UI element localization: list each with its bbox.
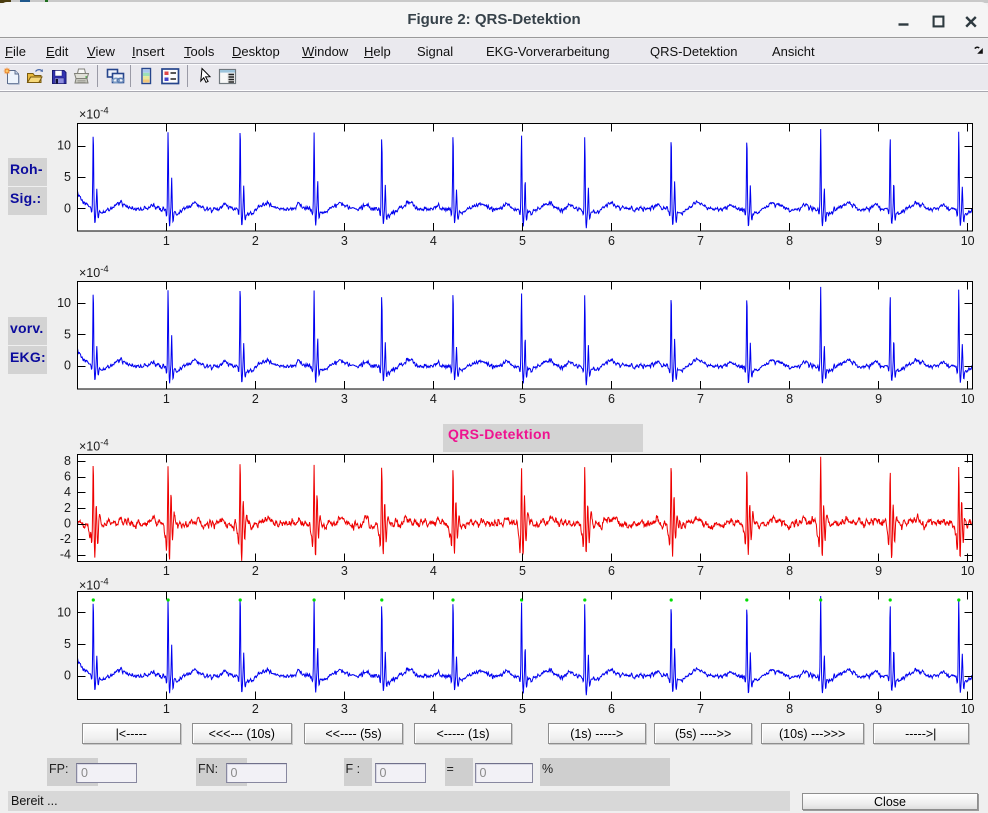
svg-text:0: 0 [64, 358, 71, 372]
svg-text:4: 4 [430, 564, 437, 578]
svg-text:×10-4: ×10-4 [79, 264, 109, 281]
svg-text:3: 3 [341, 564, 348, 578]
svg-text:4: 4 [430, 392, 437, 406]
svg-text:6: 6 [608, 564, 615, 578]
svg-text:10: 10 [961, 392, 975, 406]
svg-text:2: 2 [252, 702, 259, 716]
svg-text:6: 6 [64, 470, 71, 484]
svg-text:5: 5 [64, 327, 71, 341]
svg-text:9: 9 [875, 564, 882, 578]
svg-text:1: 1 [163, 702, 170, 716]
svg-text:7: 7 [697, 234, 704, 248]
svg-text:6: 6 [608, 234, 615, 248]
svg-text:8: 8 [786, 564, 793, 578]
svg-text:3: 3 [341, 702, 348, 716]
svg-text:10: 10 [57, 138, 71, 152]
svg-text:4: 4 [64, 485, 71, 499]
svg-text:0: 0 [64, 201, 71, 215]
svg-text:-2: -2 [60, 532, 71, 546]
svg-text:5: 5 [519, 392, 526, 406]
svg-text:0: 0 [64, 668, 71, 682]
svg-text:×10-4: ×10-4 [79, 437, 109, 454]
svg-text:10: 10 [961, 564, 975, 578]
svg-text:10: 10 [961, 702, 975, 716]
svg-text:0: 0 [64, 516, 71, 530]
svg-text:9: 9 [875, 392, 882, 406]
svg-text:6: 6 [608, 702, 615, 716]
svg-text:9: 9 [875, 702, 882, 716]
svg-text:8: 8 [786, 234, 793, 248]
svg-text:10: 10 [57, 296, 71, 310]
svg-text:-4: -4 [60, 547, 71, 561]
svg-text:7: 7 [697, 702, 704, 716]
svg-text:6: 6 [608, 392, 615, 406]
svg-text:5: 5 [519, 234, 526, 248]
svg-text:×10-4: ×10-4 [79, 105, 109, 122]
svg-text:10: 10 [961, 234, 975, 248]
svg-text:8: 8 [786, 702, 793, 716]
svg-text:10: 10 [57, 605, 71, 619]
svg-text:5: 5 [519, 702, 526, 716]
svg-text:5: 5 [519, 564, 526, 578]
svg-text:4: 4 [430, 702, 437, 716]
svg-text:2: 2 [252, 392, 259, 406]
svg-text:3: 3 [341, 234, 348, 248]
svg-text:8: 8 [786, 392, 793, 406]
svg-text:1: 1 [163, 564, 170, 578]
svg-text:4: 4 [430, 234, 437, 248]
svg-text:7: 7 [697, 392, 704, 406]
svg-text:2: 2 [64, 501, 71, 515]
svg-text:×10-4: ×10-4 [79, 576, 109, 593]
svg-text:2: 2 [252, 234, 259, 248]
svg-text:7: 7 [697, 564, 704, 578]
svg-text:5: 5 [64, 170, 71, 184]
svg-text:1: 1 [163, 234, 170, 248]
svg-text:3: 3 [341, 392, 348, 406]
svg-text:1: 1 [163, 392, 170, 406]
svg-text:2: 2 [252, 564, 259, 578]
svg-text:8: 8 [64, 454, 71, 468]
svg-text:5: 5 [64, 637, 71, 651]
svg-text:9: 9 [875, 234, 882, 248]
